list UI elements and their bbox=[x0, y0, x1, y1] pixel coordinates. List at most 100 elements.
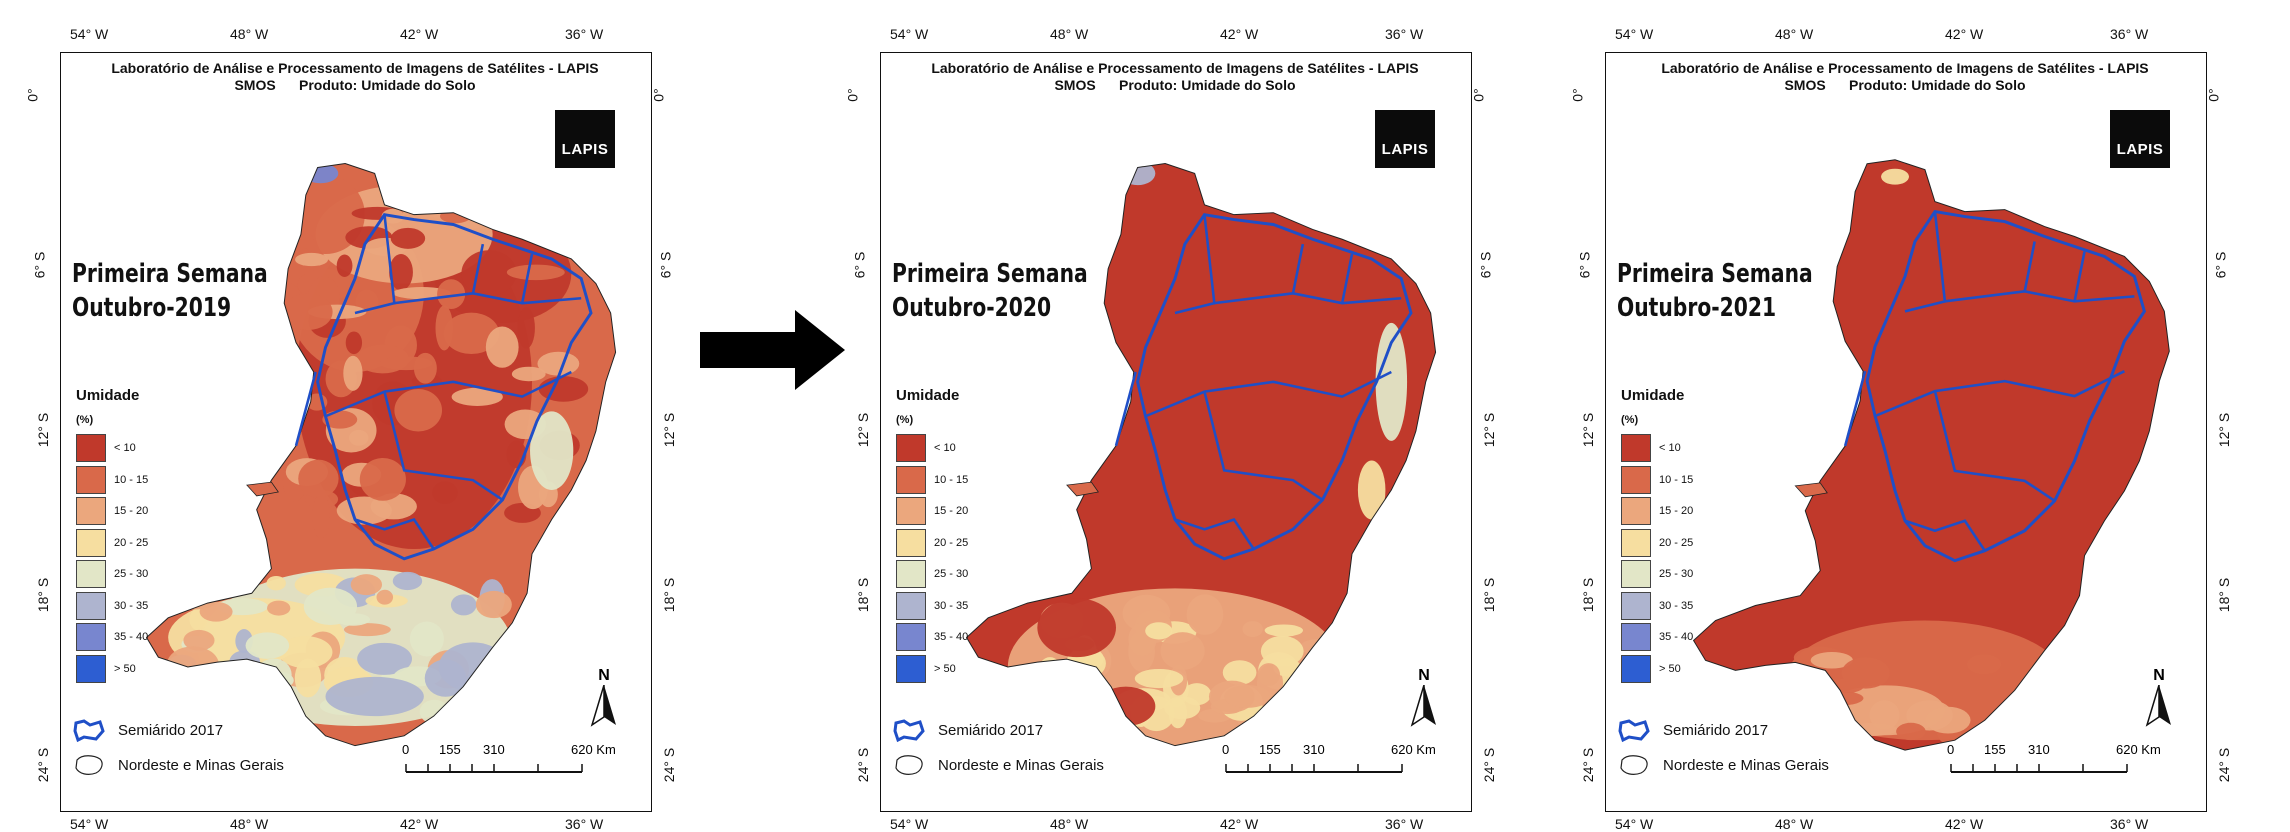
semiarido-label: Semiárido 2017 bbox=[118, 721, 224, 739]
moisture-patch bbox=[376, 589, 394, 605]
semiarido-boundary bbox=[1136, 213, 1413, 561]
north-arrow-icon: N bbox=[1410, 667, 1438, 732]
legend-swatch bbox=[1621, 623, 1651, 651]
north-label: N bbox=[598, 667, 610, 684]
moisture-patch bbox=[343, 623, 391, 637]
scale-tick-label: 155 bbox=[439, 742, 461, 757]
longitude-label: 36° W bbox=[2110, 816, 2149, 832]
state-boundary bbox=[2073, 251, 2086, 302]
period-line-2: Outubro-2020 bbox=[892, 293, 1052, 323]
scale-tick-label: 310 bbox=[2028, 742, 2050, 757]
region-fill bbox=[1693, 159, 2170, 751]
period-label: Primeira Semana Outubro-2019 bbox=[72, 257, 268, 325]
latitude-label: 6° S bbox=[2212, 251, 2229, 279]
longitude-label: 48° W bbox=[230, 816, 269, 832]
legend-label: 25 - 30 bbox=[934, 568, 969, 580]
legend-label: < 10 bbox=[114, 442, 136, 454]
lapis-logo: LAPIS bbox=[555, 110, 615, 168]
map-header: Laboratório de Análise e Processamento d… bbox=[60, 60, 650, 94]
moisture-patch bbox=[1242, 621, 1263, 638]
longitude-label: 36° W bbox=[565, 26, 604, 42]
moisture-patch bbox=[443, 312, 500, 355]
scale-tick-label: 310 bbox=[483, 742, 505, 757]
moisture-patch bbox=[245, 632, 290, 659]
legend-swatch bbox=[1621, 560, 1651, 588]
moisture-patch bbox=[1869, 700, 1900, 730]
moisture-patch bbox=[336, 613, 370, 626]
moisture-patch bbox=[1168, 697, 1188, 729]
legend-item: 10 - 15 bbox=[896, 465, 968, 494]
region-outline bbox=[965, 163, 1437, 747]
legend-swatch bbox=[76, 560, 106, 588]
moisture-patch bbox=[485, 326, 519, 368]
legend-swatch bbox=[76, 623, 106, 651]
legend-label: 15 - 20 bbox=[934, 505, 969, 517]
moisture-patch bbox=[517, 307, 535, 349]
legend-item: 35 - 40 bbox=[76, 623, 148, 651]
legend-swatch bbox=[896, 654, 926, 683]
legend-label: 35 - 40 bbox=[114, 631, 149, 643]
nordeste-legend: Nordeste e Minas Gerais bbox=[1617, 752, 1829, 778]
moisture-patch bbox=[1821, 700, 1841, 725]
legend-item: 30 - 35 bbox=[76, 591, 148, 620]
north-label: N bbox=[2153, 667, 2165, 684]
moisture-patch bbox=[336, 254, 353, 278]
state-boundary bbox=[520, 253, 534, 304]
moisture-patch bbox=[1925, 706, 1971, 734]
longitude-label: 42° W bbox=[400, 816, 439, 832]
moisture-patch bbox=[392, 571, 423, 591]
legend-label: 30 - 35 bbox=[1659, 599, 1694, 612]
legend-swatch bbox=[896, 497, 926, 525]
moisture-patch bbox=[437, 279, 466, 309]
state-boundary bbox=[1904, 519, 1986, 552]
moisture-patch bbox=[278, 636, 333, 669]
header-line-1: Laboratório de Análise e Processamento d… bbox=[931, 60, 1419, 76]
region-outline bbox=[1692, 159, 2170, 751]
state-boundary bbox=[1843, 370, 1867, 447]
legend-label: < 10 bbox=[934, 442, 956, 454]
latitude-label: 0° bbox=[2205, 88, 2222, 102]
period-line-1: Primeira Semana bbox=[892, 259, 1088, 289]
state-boundary bbox=[1291, 243, 1305, 294]
semiarido-symbol-icon bbox=[893, 719, 925, 743]
moisture-patch bbox=[1967, 654, 2002, 675]
header-line-1: Laboratório de Análise e Processamento d… bbox=[111, 60, 599, 76]
state-boundary bbox=[1874, 369, 2126, 418]
legend-item: < 10 bbox=[1621, 434, 1681, 462]
legend-item: < 10 bbox=[76, 434, 136, 462]
latitude-label: 24° S bbox=[1580, 747, 1597, 783]
legend-swatch bbox=[896, 560, 926, 588]
longitude-label: 36° W bbox=[565, 816, 604, 832]
legend-swatch bbox=[76, 654, 106, 683]
moisture-patch bbox=[1802, 671, 1829, 689]
moisture-patch bbox=[359, 457, 406, 501]
scale-tick-label: 155 bbox=[1259, 742, 1281, 757]
legend-swatch bbox=[896, 465, 926, 494]
legend-swatch bbox=[1621, 654, 1651, 683]
scale-bar: 0 155 310 620 Km bbox=[1947, 742, 2180, 782]
scale-bar-line bbox=[1225, 764, 1403, 773]
legend-swatch bbox=[1621, 591, 1651, 620]
semiarido-symbol-icon bbox=[73, 719, 105, 743]
legend-label: 20 - 25 bbox=[114, 536, 149, 549]
region-symbol-icon bbox=[75, 755, 103, 775]
semiarido-legend: Semiárido 2017 bbox=[1617, 717, 1768, 743]
state-boundary bbox=[1114, 371, 1137, 447]
logo-text: LAPIS bbox=[561, 141, 609, 158]
legend-item: 10 - 15 bbox=[1621, 465, 1693, 494]
moisture-patch bbox=[413, 352, 437, 384]
scale-tick-label: 0 bbox=[402, 742, 410, 757]
legend-item: 15 - 20 bbox=[896, 497, 968, 525]
state-boundary bbox=[1203, 391, 1324, 501]
moisture-patch bbox=[1796, 698, 1825, 731]
semiarido-boundary bbox=[316, 213, 593, 561]
moisture-patch bbox=[475, 590, 512, 619]
moisture-patch bbox=[1186, 594, 1224, 635]
moisture-patch bbox=[1260, 635, 1304, 667]
moisture-patch bbox=[530, 411, 574, 490]
longitude-label: 36° W bbox=[2110, 26, 2149, 42]
lapis-logo: LAPIS bbox=[1375, 110, 1435, 168]
latitude-label: 6° S bbox=[1576, 251, 1593, 279]
legend-item: 20 - 25 bbox=[896, 528, 968, 557]
